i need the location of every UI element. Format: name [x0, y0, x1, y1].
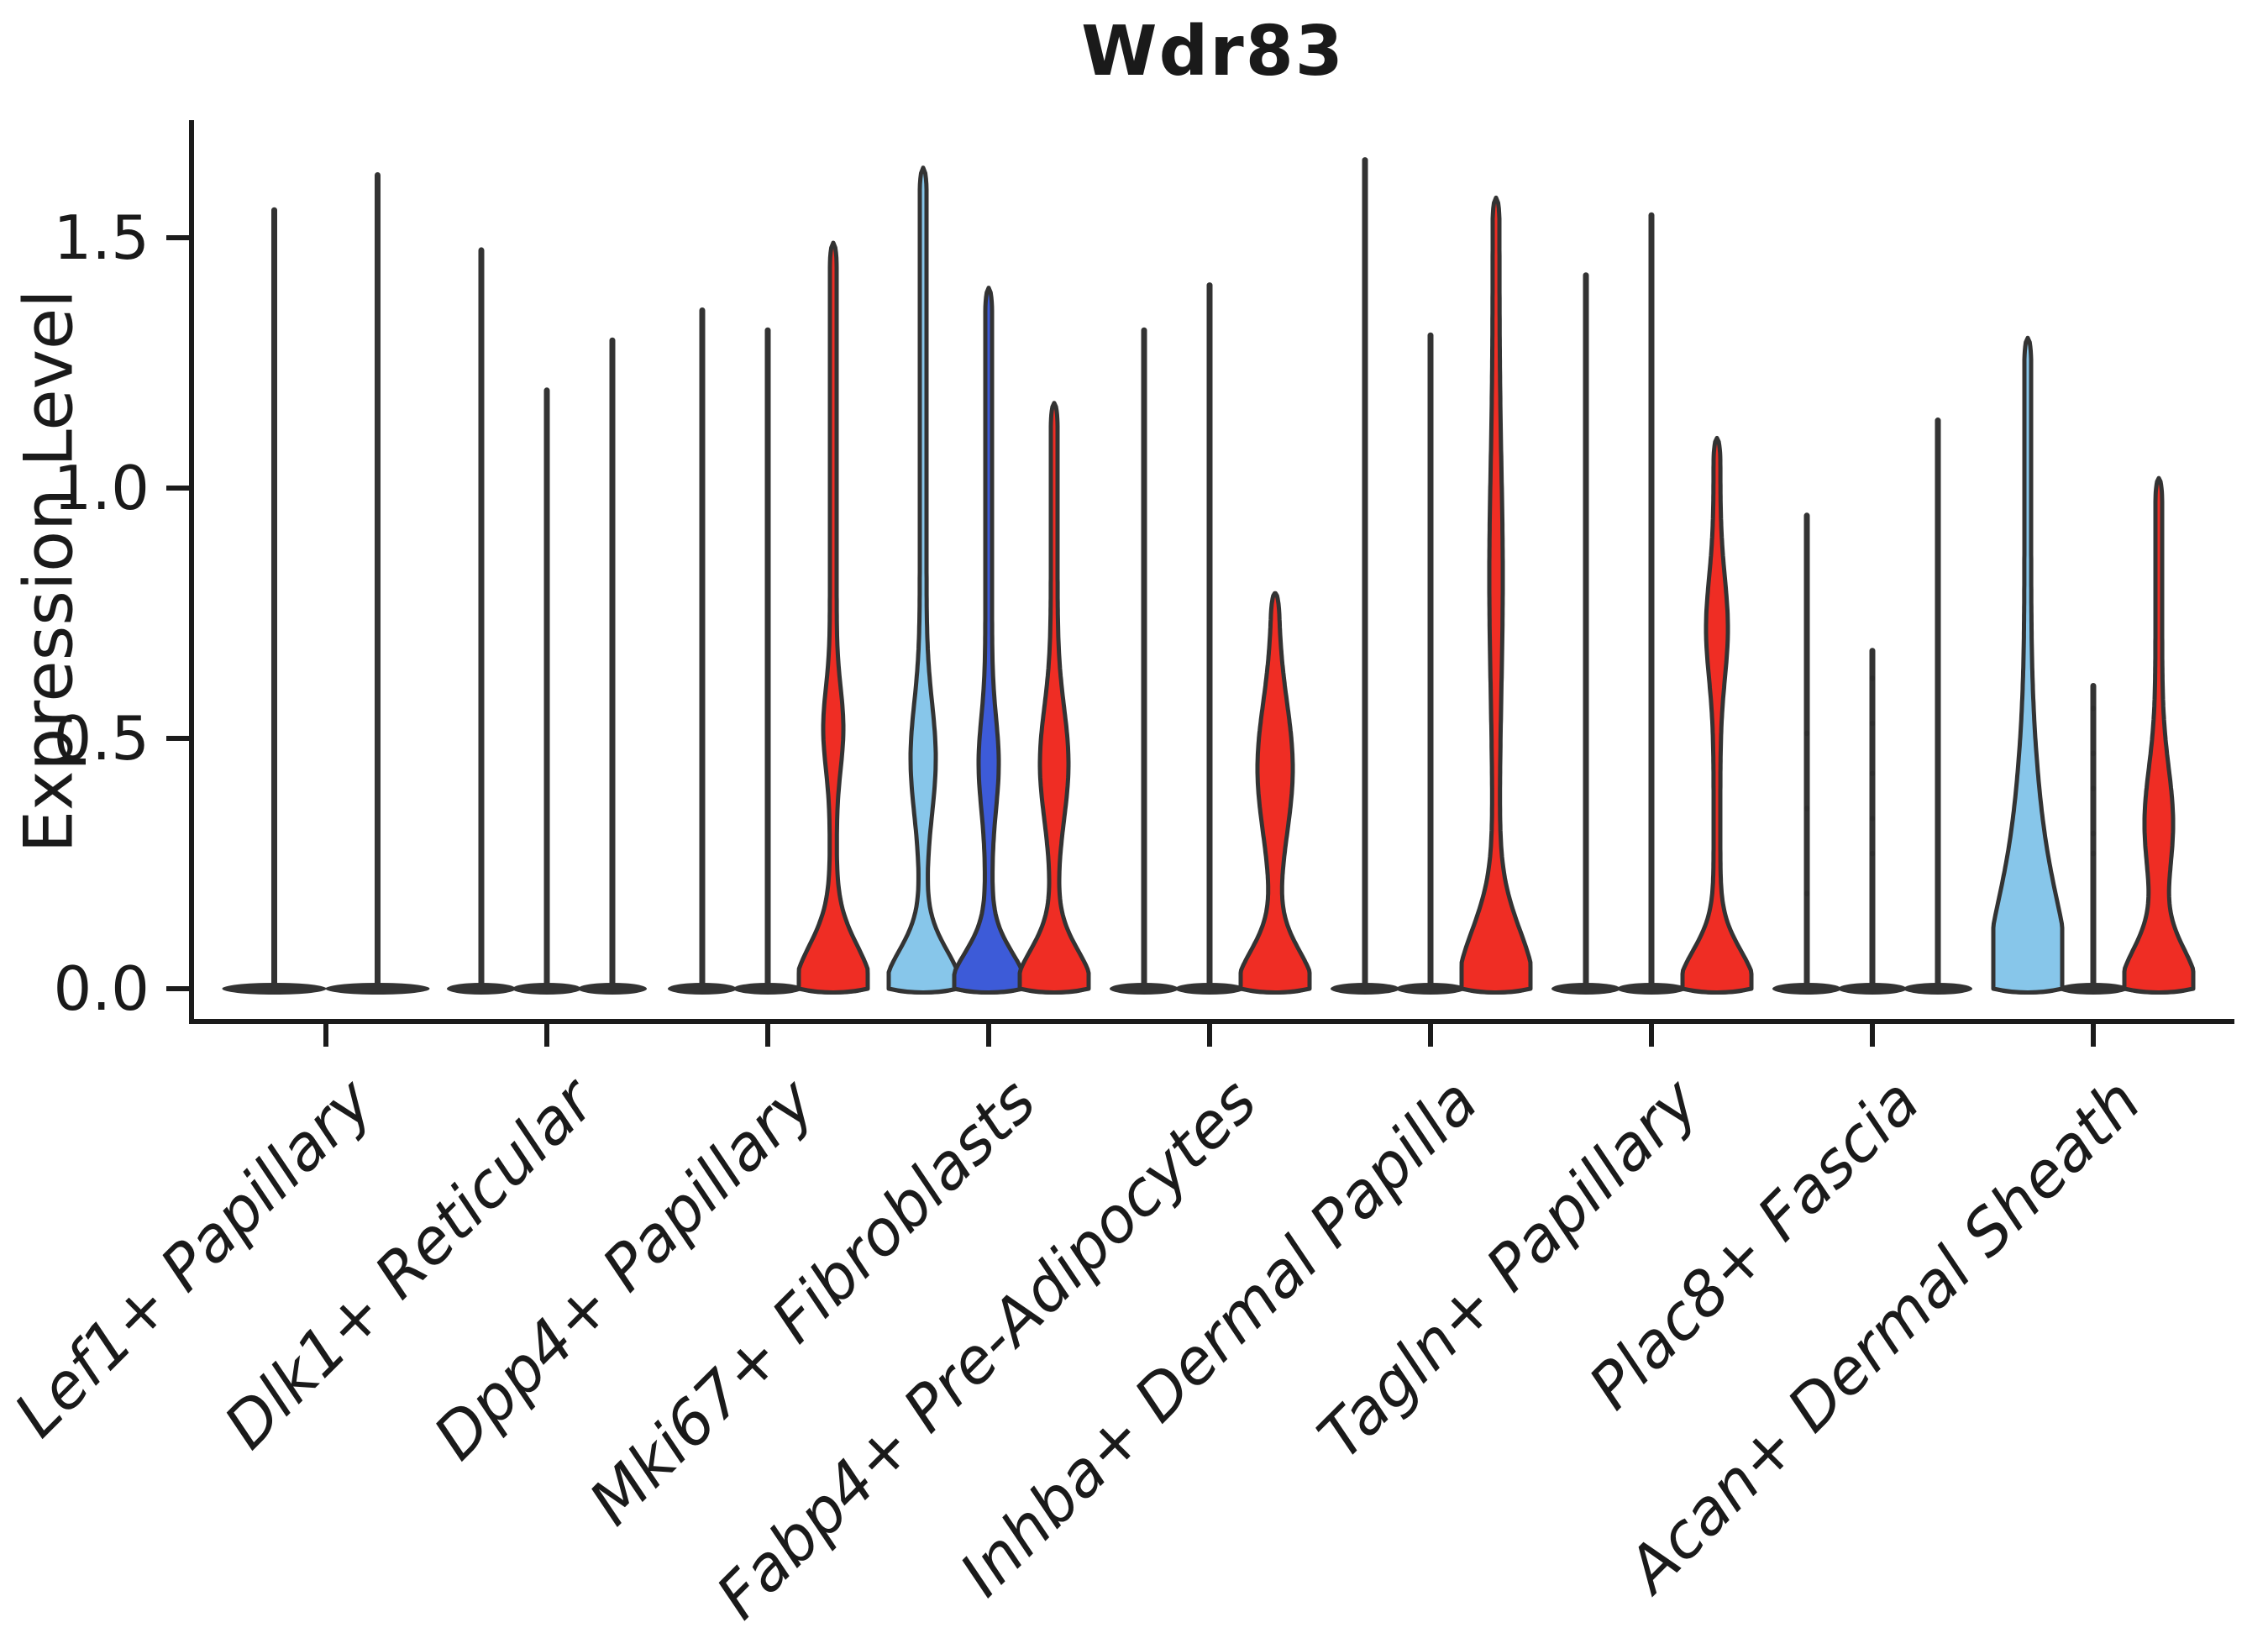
violin — [733, 327, 802, 995]
violin-body — [952, 286, 1026, 995]
violin — [1459, 195, 1533, 995]
violin — [2122, 475, 2196, 995]
violin-group-7 — [1551, 212, 1754, 995]
violin-body — [1680, 435, 1754, 995]
violin — [952, 286, 1026, 995]
violin — [1238, 591, 1312, 995]
violin — [1175, 282, 1244, 995]
data-point — [1803, 730, 1810, 737]
violin — [1772, 512, 1841, 995]
violin-body — [1459, 195, 1533, 995]
violin-body — [2122, 475, 2196, 995]
y-tick-label: 1.5 — [53, 202, 150, 273]
violin — [1991, 335, 2065, 995]
data-point — [2090, 750, 2097, 757]
data-point — [1869, 720, 1876, 727]
data-point — [1869, 850, 1876, 857]
violin — [796, 240, 870, 995]
chart-title: Wdr83 — [1081, 12, 1345, 92]
violin — [512, 387, 581, 995]
violin — [2059, 682, 2128, 995]
data-point — [1803, 890, 1810, 896]
violin — [447, 247, 516, 995]
y-tick-label: 0.0 — [53, 953, 150, 1024]
violin-group-5 — [1110, 282, 1312, 995]
violin-body — [886, 165, 960, 995]
violin-body — [1017, 401, 1091, 995]
plot-canvas — [166, 120, 2234, 1047]
violin — [1838, 648, 1907, 995]
violin — [1331, 157, 1399, 995]
violin-group-6 — [1331, 157, 1533, 995]
violin — [1110, 327, 1179, 995]
violin — [1903, 417, 1972, 995]
violin — [578, 337, 647, 995]
data-point — [2090, 785, 2097, 791]
y-tick-label: 1.0 — [53, 453, 150, 523]
data-point — [1803, 806, 1810, 811]
violin — [668, 307, 737, 995]
data-point — [1869, 675, 1876, 681]
violin — [1017, 401, 1091, 995]
data-point — [2090, 850, 2097, 857]
data-point — [2090, 706, 2097, 711]
violin-group-8 — [1772, 417, 1972, 995]
y-tick-label: 0.5 — [53, 703, 150, 774]
violin — [325, 172, 430, 995]
data-point — [1869, 770, 1876, 776]
violin-body — [796, 240, 870, 995]
violin — [1617, 212, 1686, 995]
violin — [1680, 435, 1754, 995]
violin-group-1 — [222, 172, 430, 995]
violin — [222, 207, 327, 995]
violin-plot-figure: Wdr83 Expression Level 0.0 0.5 1.0 1.5 Lef1… — [1, 12, 2234, 1633]
violin — [1396, 332, 1465, 995]
violin-group-9 — [1991, 335, 2196, 995]
violin — [1551, 272, 1620, 995]
violin-body — [1991, 335, 2065, 995]
violin-group-4 — [886, 165, 1091, 995]
violin-group-3 — [668, 240, 870, 995]
violin-body — [1238, 591, 1312, 995]
data-point — [2090, 831, 2097, 837]
data-point — [1869, 816, 1876, 822]
violin-group-2 — [447, 247, 647, 995]
violin — [886, 165, 960, 995]
